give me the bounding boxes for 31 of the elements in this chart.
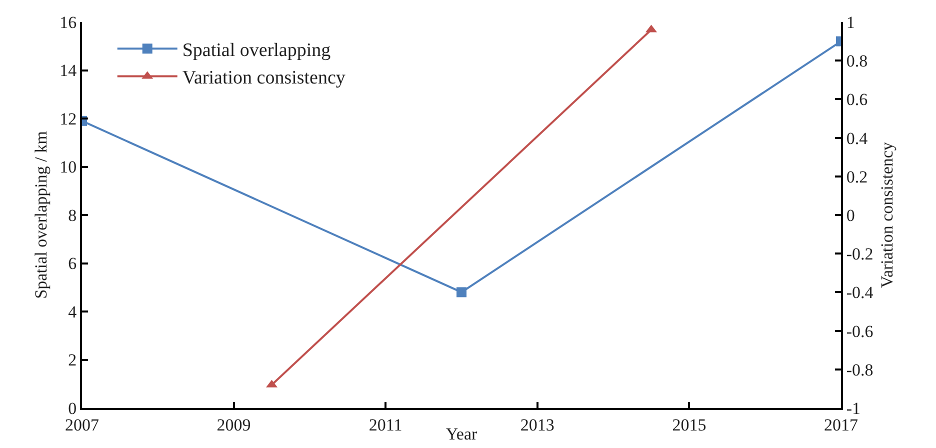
y-axis-title: Spatial overlapping / km bbox=[32, 131, 51, 299]
y-tick-label: 2 bbox=[68, 350, 77, 370]
y2-axis-title: Variation consistency bbox=[878, 142, 897, 288]
y2-tick-label: 1 bbox=[846, 12, 855, 32]
y-tick-label: 16 bbox=[60, 12, 77, 32]
y2-tick-label: 0.8 bbox=[846, 52, 868, 71]
y-tick-label: 14 bbox=[60, 61, 78, 80]
y-tick-label: 0 bbox=[68, 398, 77, 418]
y-tick-label: 6 bbox=[68, 254, 77, 274]
x-tick-label: 2017 bbox=[824, 415, 858, 434]
y2-tick-label: -0.4 bbox=[846, 283, 874, 302]
x-tick-label: 2013 bbox=[520, 415, 554, 434]
y-tick-label: 8 bbox=[68, 206, 77, 225]
y2-tick-label: -0.8 bbox=[846, 360, 874, 380]
legend-label: Spatial overlapping bbox=[182, 40, 332, 61]
y-tick-label: 12 bbox=[60, 109, 77, 128]
y2-tick-label: -0.2 bbox=[846, 244, 874, 264]
x-axis-title: Year bbox=[446, 424, 478, 444]
legend-label: Variation consistency bbox=[182, 68, 346, 89]
y2-tick-label: 0.2 bbox=[846, 167, 868, 186]
x-tick-label: 2015 bbox=[672, 415, 706, 434]
x-tick-label: 2007 bbox=[65, 415, 100, 434]
x-tick-label: 2011 bbox=[368, 415, 402, 434]
y-tick-label: 10 bbox=[60, 158, 77, 177]
y2-tick-label: -1 bbox=[846, 398, 861, 418]
y2-tick-label: -0.6 bbox=[846, 322, 874, 341]
y2-tick-label: 0 bbox=[846, 206, 855, 225]
x-tick-label: 2009 bbox=[216, 415, 251, 434]
y2-tick-label: 0.4 bbox=[846, 128, 868, 148]
y2-tick-label: 0.6 bbox=[846, 90, 868, 110]
y-tick-label: 4 bbox=[68, 302, 78, 322]
